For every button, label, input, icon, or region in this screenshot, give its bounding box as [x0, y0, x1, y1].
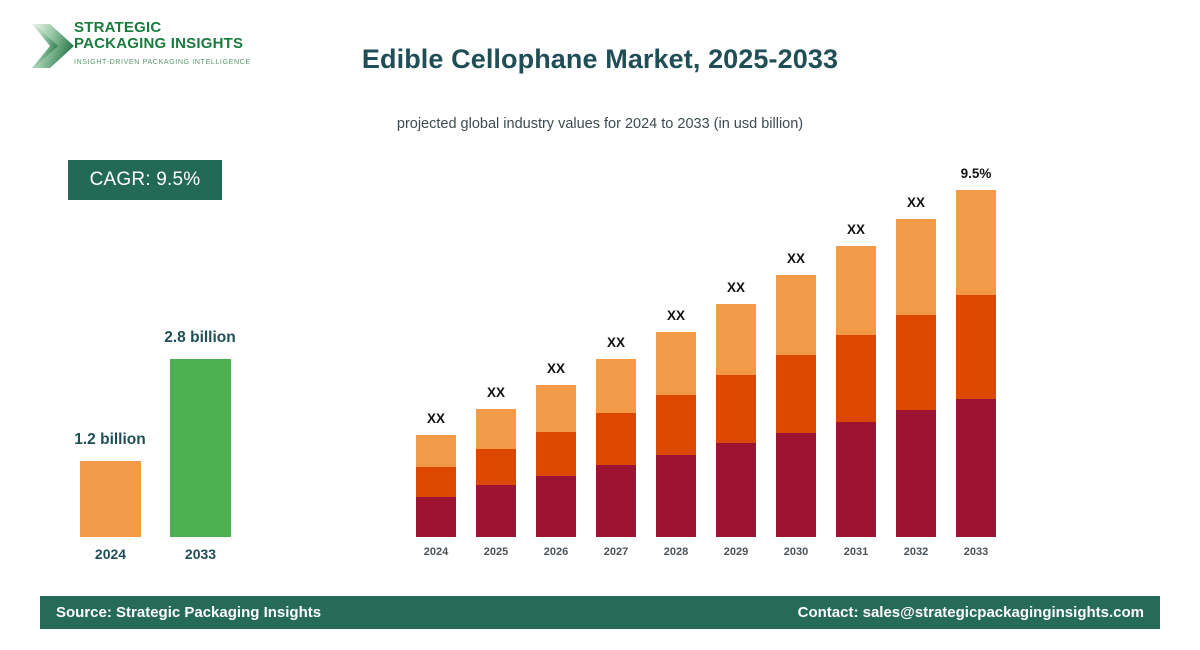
stacked-bar-2029 [716, 304, 756, 537]
bar-segment-segment-middle [596, 413, 636, 465]
bar-category-label: 2033 [184, 546, 217, 562]
stacked-bar-value-label: XX [846, 222, 865, 237]
stacked-bar-value-label: XX [426, 411, 445, 426]
stacked-bar-group [476, 409, 516, 560]
brand-tagline: INSIGHT-DRIVEN PACKAGING INTELLIGENCE [74, 57, 251, 66]
bar-segment-segment-top [416, 435, 456, 468]
stacked-bar-category-label: 2026 [543, 546, 569, 558]
bar-segment-segment-bottom [596, 464, 636, 537]
bar-category-label: 2024 [94, 546, 127, 562]
bar-segment-segment-top [536, 385, 576, 432]
bar-segment-segment-middle [956, 294, 996, 400]
stacked-bar-category-label: 2025 [483, 546, 509, 558]
stacked-bar-2030 [776, 275, 816, 537]
bar-segment-segment-top [776, 275, 816, 356]
stacked-bar-group [776, 275, 816, 560]
cagr-badge: CAGR: 9.5% [68, 160, 222, 200]
bar-segment-segment-middle [416, 467, 456, 497]
stacked-bar-group [716, 304, 756, 560]
stacked-bar-category-label: 2032 [903, 546, 929, 558]
stacked-bar-2028 [656, 332, 696, 537]
bar-segment-segment-bottom [776, 433, 816, 537]
endpoint-comparison-chart: 1.2 billion 2024 2.8 billion 2033 [40, 300, 300, 570]
bar-segment-segment-top [476, 409, 516, 450]
stacked-bar-value-label: XX [666, 308, 685, 323]
bar-segment-segment-top [896, 219, 936, 316]
bar-segment-segment-bottom [896, 410, 936, 537]
brand-name-line1: STRATEGIC [74, 19, 162, 36]
bar-segment-segment-top [956, 190, 996, 295]
stacked-bar-2027 [596, 359, 636, 537]
bar-segment-segment-top [716, 304, 756, 376]
bar-segment-segment-top [596, 359, 636, 414]
bar-segment-segment-middle [656, 394, 696, 455]
bar-column [80, 461, 141, 537]
footer-bar: Source: Strategic Packaging Insights Con… [40, 596, 1160, 629]
stacked-bar-group [656, 332, 696, 560]
stacked-bar-value-label: XX [726, 280, 745, 295]
bar-segment-segment-middle [836, 335, 876, 422]
bar-value-label: 2.8 billion [164, 329, 236, 346]
stacked-bar-category-label: 2027 [603, 546, 629, 558]
stacked-bar-2031 [836, 246, 876, 537]
bar-2033 [170, 359, 231, 537]
bar-segment-segment-bottom [656, 454, 696, 537]
stacked-bar-2032 [896, 219, 936, 537]
stacked-bar-category-label: 2029 [723, 546, 749, 558]
stacked-bar-group [536, 385, 576, 560]
stacked-bar-group [416, 435, 456, 560]
stacked-bar-category-label: 2028 [663, 546, 689, 558]
bar-segment-segment-middle [716, 375, 756, 443]
chevron-logo-icon [28, 20, 76, 72]
bar-column [170, 359, 231, 537]
stacked-bar-category-label: 2030 [783, 546, 809, 558]
bar-segment-segment-top [836, 246, 876, 336]
stacked-bar-group [596, 359, 636, 560]
stacked-bar-value-label: XX [606, 335, 625, 350]
footer-contact-label: Contact: sales@strategicpackaginginsight… [797, 604, 1144, 621]
stacked-bar-2026 [536, 385, 576, 537]
bar-segment-segment-bottom [956, 399, 996, 537]
cagr-badge-label: CAGR: 9.5% [89, 169, 201, 190]
bar-segment-segment-top [656, 332, 696, 395]
stacked-bar-category-label: 2031 [843, 546, 869, 558]
page-subtitle: projected global industry values for 202… [396, 116, 804, 132]
bar-segment-segment-bottom [416, 496, 456, 537]
brand-logo: STRATEGIC PACKAGING INSIGHTS INSIGHT-DRI… [28, 16, 258, 76]
stacked-bar-2024 [416, 435, 456, 537]
bar-segment-segment-bottom [716, 442, 756, 537]
bar-segment-segment-bottom [836, 421, 876, 537]
stacked-bar-category-label: 2033 [963, 546, 989, 558]
stacked-bar-category-label: 2024 [423, 546, 449, 558]
bar-segment-segment-middle [536, 431, 576, 477]
bar-2024 [80, 461, 141, 537]
forecast-stacked-chart: XX 2024 XX 2025 XX 2026 XX 2027 XX 2028 XX 2029 XX 20… [400, 166, 1040, 560]
footer-source-label: Source: Strategic Packaging Insights [56, 604, 322, 621]
bar-segment-segment-middle [896, 315, 936, 411]
stacked-bar-value-label: 9.5% [960, 166, 992, 181]
bar-segment-segment-middle [776, 355, 816, 434]
stacked-bar-value-label: XX [786, 251, 805, 266]
bar-segment-segment-middle [476, 449, 516, 486]
page-title: Edible Cellophane Market, 2025-2033 [361, 44, 839, 74]
stacked-bar-group [896, 219, 936, 560]
bar-segment-segment-bottom [476, 485, 516, 537]
bar-value-label: 1.2 billion [74, 431, 146, 448]
bar-segment-segment-bottom [536, 476, 576, 537]
stacked-bar-group [836, 246, 876, 560]
stacked-bar-2025 [476, 409, 516, 537]
brand-name-line2: PACKAGING INSIGHTS [74, 35, 244, 52]
brand-wordmark: STRATEGIC PACKAGING INSIGHTS INSIGHT-DRI… [74, 19, 260, 67]
stacked-bar-value-label: XX [486, 385, 505, 400]
stacked-bar-value-label: XX [546, 361, 565, 376]
stacked-bar-value-label: XX [906, 195, 925, 210]
stacked-bar-2033 [956, 190, 996, 537]
stacked-bar-group [956, 190, 996, 560]
